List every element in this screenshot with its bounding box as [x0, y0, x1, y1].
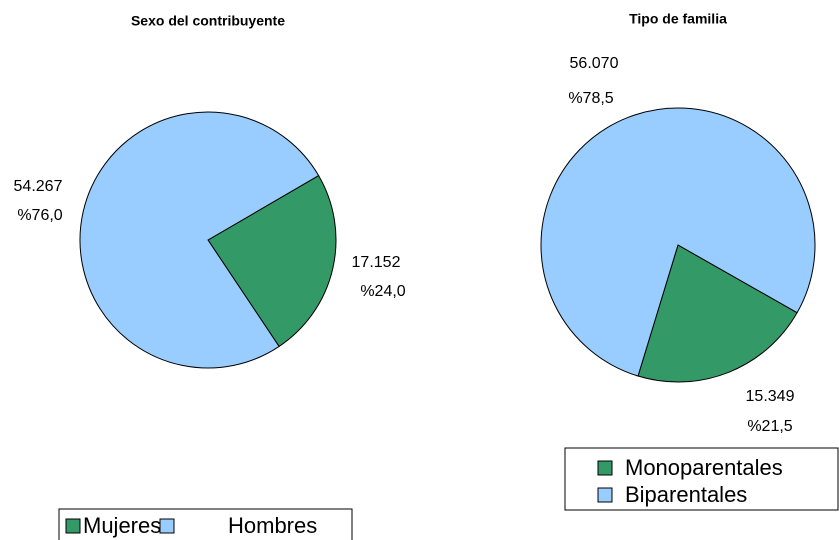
legend-swatch [597, 460, 613, 476]
percent-label: %21,5 [747, 418, 792, 435]
legend-label: Biparentales [625, 482, 747, 507]
legend-swatch [65, 518, 81, 534]
percent-label: %76,0 [17, 207, 62, 224]
percent-label: %78,5 [568, 90, 613, 107]
legend-swatch [159, 518, 175, 534]
pie-slice [79, 111, 320, 369]
value-label: 15.349 [746, 388, 795, 405]
legend-label: Hombres [228, 513, 317, 538]
pie-slice [540, 107, 816, 377]
legend-label: Monoparentales [625, 455, 783, 480]
value-label: 54.267 [14, 178, 63, 195]
legend-swatch [597, 487, 613, 503]
chart-title: Sexo del contribuyente [131, 13, 285, 29]
pie-slice [637, 244, 798, 383]
value-label: 17.152 [352, 254, 401, 271]
percent-label: %24,0 [360, 283, 405, 300]
legend-box [58, 508, 353, 540]
value-label: 56.070 [570, 55, 619, 72]
legend-label: Mujeres [83, 513, 161, 538]
chart-title: Tipo de familia [629, 11, 727, 27]
pie-slice [207, 174, 337, 348]
